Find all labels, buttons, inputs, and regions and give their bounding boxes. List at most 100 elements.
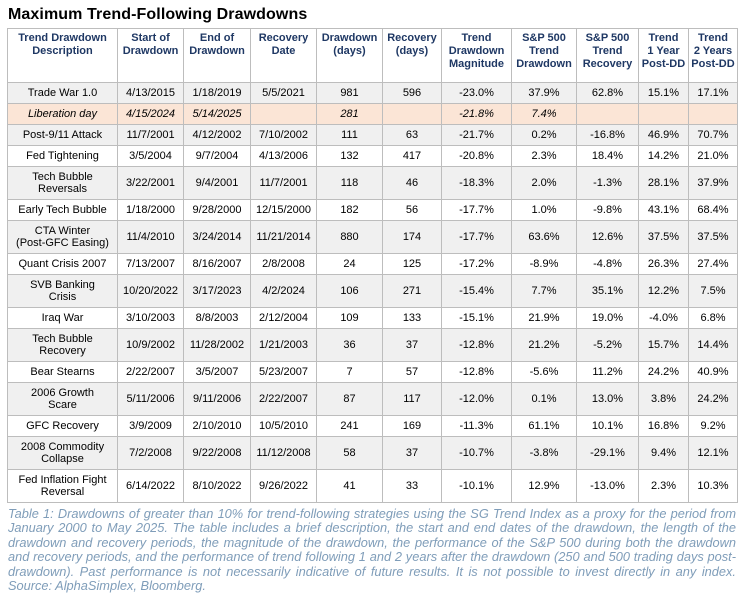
table-cell: 3/10/2003 (117, 307, 184, 329)
table-cell: -11.3% (441, 415, 512, 437)
table-row: SVB Banking Crisis 10/20/2022 3/17/2023 4/2… (7, 274, 738, 308)
table-cell: 3/9/2009 (117, 415, 184, 437)
table-cell: 8/16/2007 (183, 253, 251, 275)
description-cell: CTA Winter (Post-GFC Easing) (7, 220, 118, 254)
table-cell: 169 (382, 415, 442, 437)
table-row: Liberation day 4/15/2024 5/14/2025 281 -21.8… (7, 103, 738, 125)
table-row: 2008 Commodity Collapse 7/2/2008 9/22/2008… (7, 436, 738, 470)
table-cell: 61.1% (511, 415, 577, 437)
table-cell: 9/26/2022 (250, 469, 317, 503)
table-cell: -16.8% (576, 124, 639, 146)
table-cell: 2/22/2007 (117, 361, 184, 383)
table-cell: -12.8% (441, 328, 512, 362)
table-cell: 16.8% (638, 415, 689, 437)
table-cell: 1.0% (511, 199, 577, 221)
table-cell: 5/23/2007 (250, 361, 317, 383)
table-cell: -21.7% (441, 124, 512, 146)
table-cell: 132 (316, 145, 383, 167)
table-cell: 125 (382, 253, 442, 275)
table-cell: 880 (316, 220, 383, 254)
table-cell: 63.6% (511, 220, 577, 254)
table-cell: 68.4% (688, 199, 738, 221)
table-cell: -12.8% (441, 361, 512, 383)
table-cell: 133 (382, 307, 442, 329)
table-cell: 24.2% (638, 361, 689, 383)
table-cell: -10.1% (441, 469, 512, 503)
table-cell: 6/14/2022 (117, 469, 184, 503)
table-cell: -12.0% (441, 382, 512, 416)
table-cell: 13.0% (576, 382, 639, 416)
table-cell: 2/8/2008 (250, 253, 317, 275)
table-cell: -8.9% (511, 253, 577, 275)
table-cell: 7 (316, 361, 383, 383)
table-cell: 46 (382, 166, 442, 200)
table-cell: 21.2% (511, 328, 577, 362)
table-cell: 9.4% (638, 436, 689, 470)
table-cell: 41 (316, 469, 383, 503)
description-cell: SVB Banking Crisis (7, 274, 118, 308)
table-cell: 58 (316, 436, 383, 470)
table-cell: 2/12/2004 (250, 307, 317, 329)
table-row: Post-9/11 Attack 11/7/2001 4/12/2002 7/10/2… (7, 124, 738, 146)
table-cell: 28.1% (638, 166, 689, 200)
table-cell: 7/10/2002 (250, 124, 317, 146)
table-row: CTA Winter (Post-GFC Easing) 11/4/2010 3/2… (7, 220, 738, 254)
table-cell (638, 103, 689, 125)
column-header-9: Trend 1 Year Post-DD (638, 28, 689, 83)
column-header-6: Trend Drawdown Magnitude (441, 28, 512, 83)
table-row: Tech Bubble Reversals 3/22/2001 9/4/2001 11… (7, 166, 738, 200)
table-cell: 37.9% (688, 166, 738, 200)
table-row: Iraq War 3/10/2003 8/8/2003 2/12/2004 109 133… (7, 307, 738, 329)
page-title: Maximum Trend-Following Drawdowns (8, 6, 308, 23)
table-head: Trend Drawdown Description Start of Drawd… (7, 28, 738, 83)
table-cell: 37 (382, 436, 442, 470)
table-cell: -5.6% (511, 361, 577, 383)
table-cell: 11/28/2002 (183, 328, 251, 362)
table-cell: 11/21/2014 (250, 220, 317, 254)
table-cell: 37.9% (511, 82, 577, 104)
table-cell: -21.8% (441, 103, 512, 125)
table-cell: 5/5/2021 (250, 82, 317, 104)
column-header-4: Drawdown (days) (316, 28, 383, 83)
table-cell: 9/22/2008 (183, 436, 251, 470)
table-cell: 19.0% (576, 307, 639, 329)
table-cell (382, 103, 442, 125)
table-cell: 6.8% (688, 307, 738, 329)
description-cell: Fed Inflation Fight Reversal (7, 469, 118, 503)
table-cell: 3/17/2023 (183, 274, 251, 308)
table-cell: -17.2% (441, 253, 512, 275)
table-cell: 7/13/2007 (117, 253, 184, 275)
table-cell: 12/15/2000 (250, 199, 317, 221)
description-cell: 2006 Growth Scare (7, 382, 118, 416)
table-cell: -4.0% (638, 307, 689, 329)
table-cell: 12.6% (576, 220, 639, 254)
table-cell: 4/13/2006 (250, 145, 317, 167)
table-cell: 9/11/2006 (183, 382, 251, 416)
table-body: Trade War 1.0 4/13/2015 1/18/2019 5/5/2021 9… (7, 82, 738, 503)
table-cell: 56 (382, 199, 442, 221)
table-cell: 7.7% (511, 274, 577, 308)
table-cell: 27.4% (688, 253, 738, 275)
table-cell: 10/5/2010 (250, 415, 317, 437)
column-header-7: S&P 500 Trend Drawdown (511, 28, 577, 83)
table-cell: 14.2% (638, 145, 689, 167)
table-cell: -29.1% (576, 436, 639, 470)
drawdowns-table: Trend Drawdown Description Start of Drawd… (7, 28, 738, 503)
table-cell: 43.1% (638, 199, 689, 221)
table-cell: 2.0% (511, 166, 577, 200)
table-cell: 9.2% (688, 415, 738, 437)
column-header-5: Recovery (days) (382, 28, 442, 83)
table-row: Tech Bubble Recovery 10/9/2002 11/28/2002 1… (7, 328, 738, 362)
table-cell: 2.3% (638, 469, 689, 503)
table-cell: 182 (316, 199, 383, 221)
table-cell: 8/8/2003 (183, 307, 251, 329)
description-cell: Early Tech Bubble (7, 199, 118, 221)
table-cell: -9.8% (576, 199, 639, 221)
table-cell: 11.2% (576, 361, 639, 383)
table-cell: 12.1% (688, 436, 738, 470)
table-cell: 3.8% (638, 382, 689, 416)
table-cell: 111 (316, 124, 383, 146)
description-cell: Tech Bubble Recovery (7, 328, 118, 362)
description-cell: Liberation day (7, 103, 118, 125)
table-cell: -23.0% (441, 82, 512, 104)
